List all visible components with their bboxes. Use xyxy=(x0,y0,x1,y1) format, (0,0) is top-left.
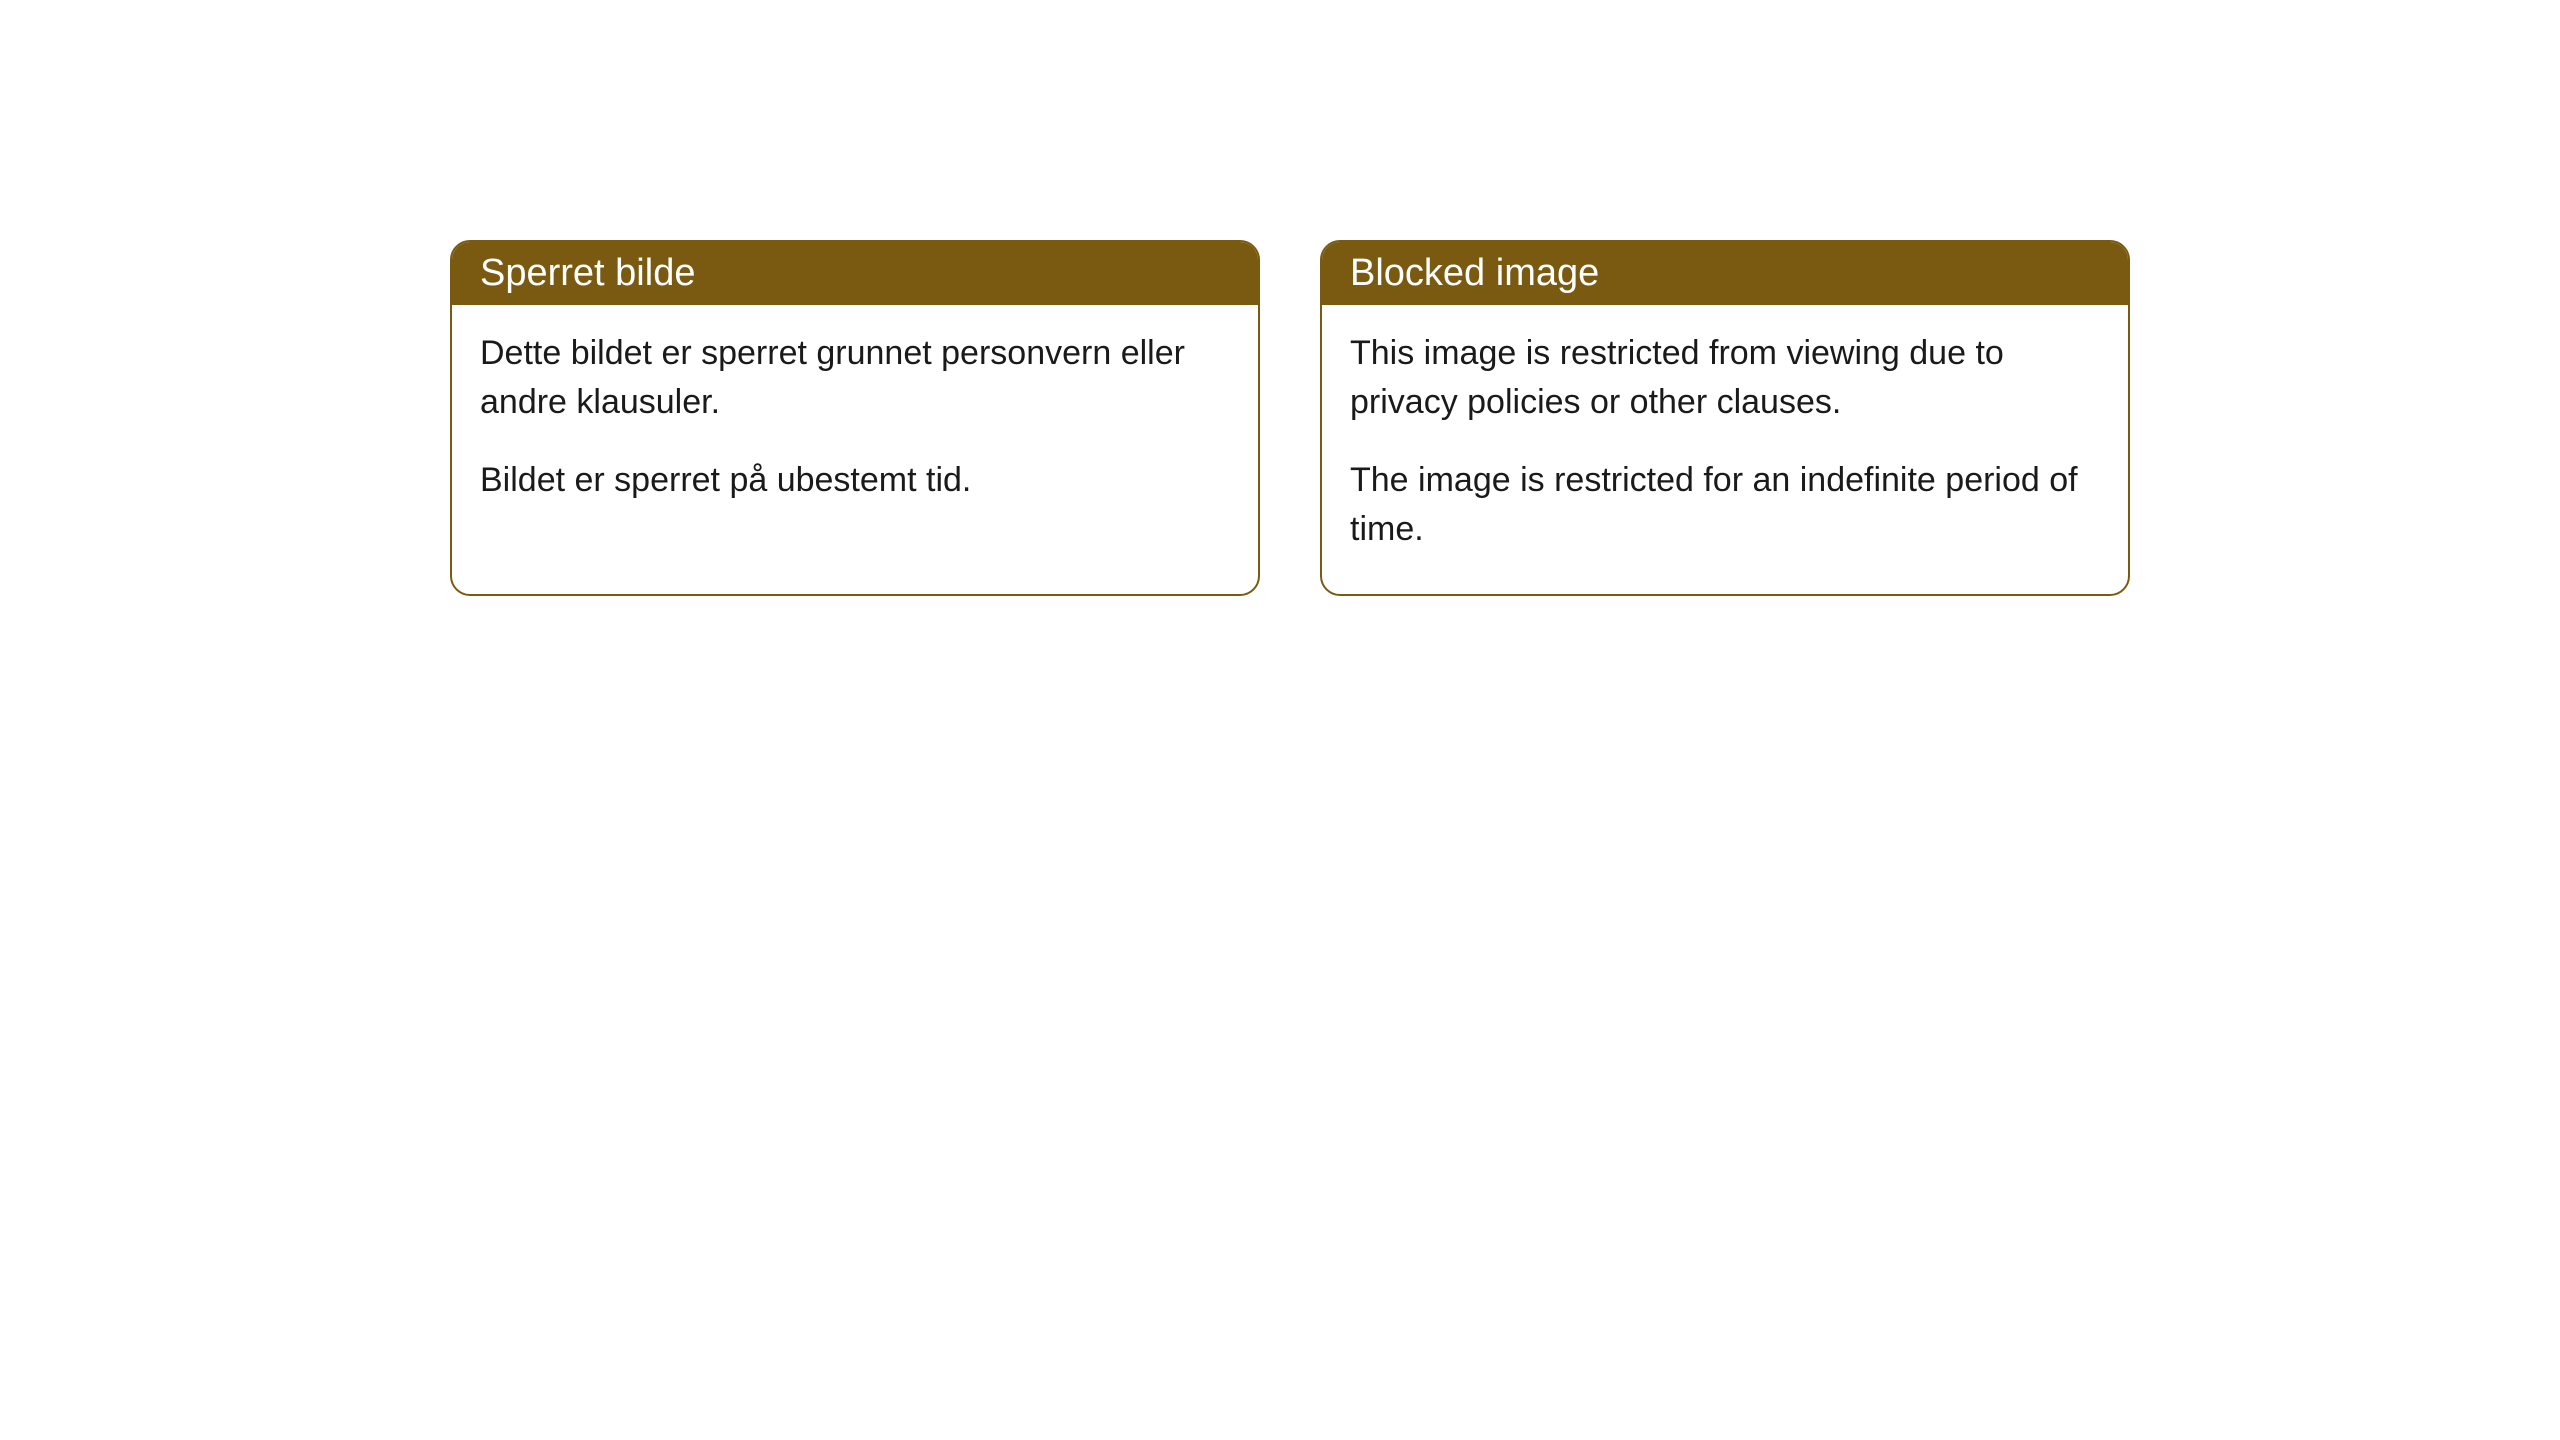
card-header-english: Blocked image xyxy=(1322,242,2128,305)
card-paragraph-2-english: The image is restricted for an indefinit… xyxy=(1350,456,2100,555)
card-title-norwegian: Sperret bilde xyxy=(480,252,695,294)
card-paragraph-1-norwegian: Dette bildet er sperret grunnet personve… xyxy=(480,329,1230,428)
blocked-image-card-english: Blocked image This image is restricted f… xyxy=(1320,240,2130,596)
blocked-image-card-norwegian: Sperret bilde Dette bildet er sperret gr… xyxy=(450,240,1260,596)
card-title-english: Blocked image xyxy=(1350,252,1599,294)
card-body-norwegian: Dette bildet er sperret grunnet personve… xyxy=(452,305,1258,545)
card-paragraph-2-norwegian: Bildet er sperret på ubestemt tid. xyxy=(480,456,1230,505)
card-body-english: This image is restricted from viewing du… xyxy=(1322,305,2128,594)
card-header-norwegian: Sperret bilde xyxy=(452,242,1258,305)
notice-container: Sperret bilde Dette bildet er sperret gr… xyxy=(450,240,2130,596)
card-paragraph-1-english: This image is restricted from viewing du… xyxy=(1350,329,2100,428)
